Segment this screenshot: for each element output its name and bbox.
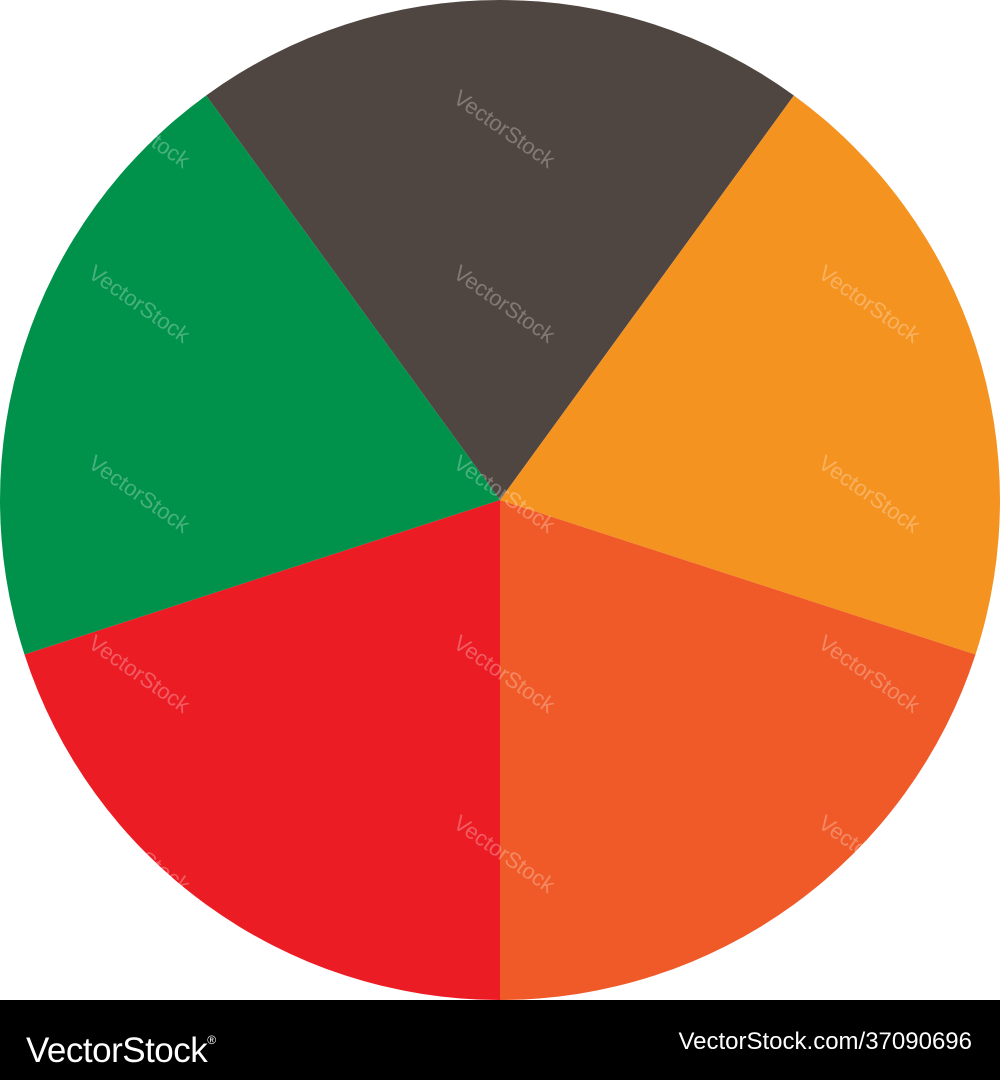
pie-slices: [0, 0, 1000, 1000]
pie-slice-2: [500, 95, 1000, 655]
image-url-text: VectorStock.com/37090696: [678, 1028, 972, 1055]
pie-slice-5: [0, 95, 500, 655]
footer-bar: VectorStock® VectorStock.com/37090696: [0, 1000, 1000, 1080]
pie-slice-1: [206, 0, 794, 500]
pie-chart: VectorStock VectorStock VectorStockVectorS…: [0, 0, 1000, 1000]
pie-slice-4: [24, 500, 501, 1000]
pie-slice-3: [500, 500, 976, 1000]
brand-logo-text: VectorStock®: [26, 1031, 216, 1070]
